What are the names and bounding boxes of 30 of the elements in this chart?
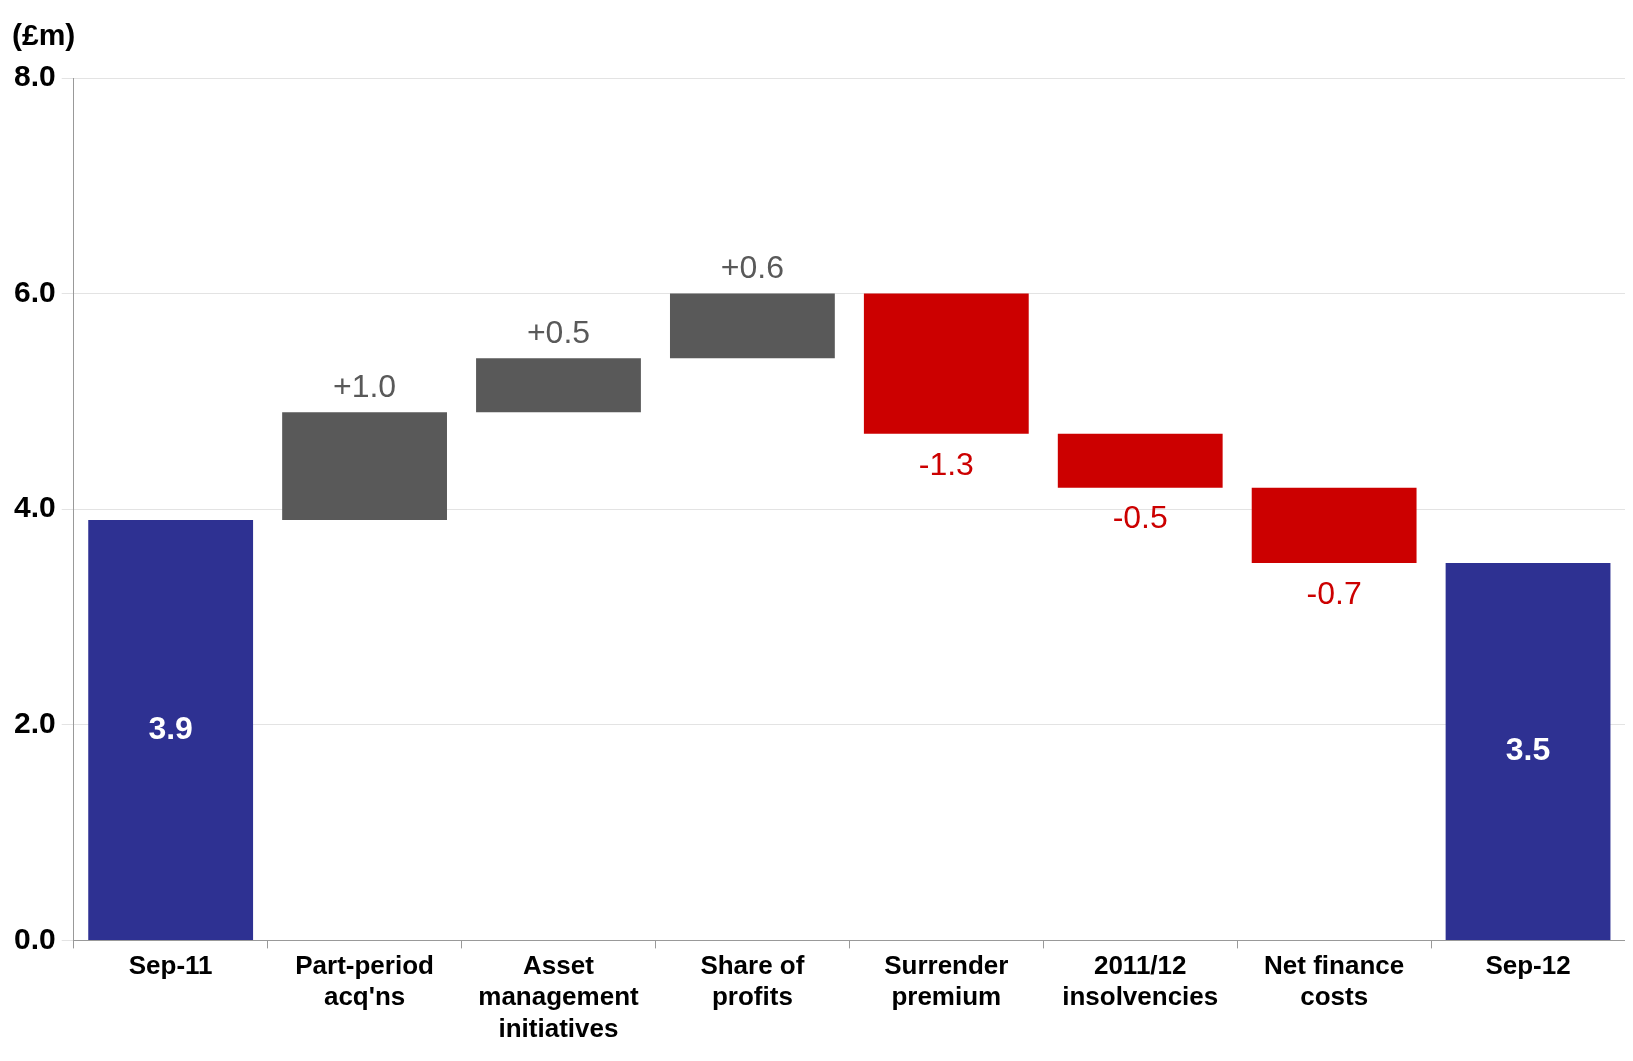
data-label: +0.6 [720, 249, 784, 286]
data-label: -0.5 [1112, 499, 1168, 536]
x-tick-label: Share of profits [700, 950, 805, 1012]
x-tick-label: Net finance costs [1264, 950, 1405, 1012]
bar [1057, 433, 1223, 488]
bar [1251, 487, 1417, 564]
data-label: -1.3 [918, 445, 974, 482]
y-axis-title: (£m) [12, 18, 76, 52]
bar [88, 519, 254, 940]
data-label: +0.5 [526, 314, 591, 351]
x-tick-label: Sep-12 [1485, 950, 1571, 981]
data-label: 3.5 [1505, 731, 1551, 768]
x-tick-label: Sep-11 [128, 950, 213, 981]
y-tick-label: 8.0 [13, 59, 56, 93]
x-tick-label: Asset management initiatives [478, 950, 640, 1043]
y-tick-label: 6.0 [13, 274, 56, 308]
y-tick-label: 2.0 [13, 706, 56, 740]
bar [1445, 563, 1611, 940]
x-tick-label: Surrender premium [884, 950, 1009, 1012]
x-tick-label: Part-period acq'ns [295, 950, 434, 1012]
y-tick-label: 0.0 [13, 921, 56, 955]
x-tick-label: 2011/12 insolvencies [1062, 950, 1219, 1012]
bar [282, 412, 447, 520]
data-label: +1.0 [332, 368, 397, 405]
data-label: -0.7 [1306, 574, 1362, 611]
bar [863, 293, 1029, 434]
y-tick-label: 4.0 [13, 490, 56, 524]
bar [476, 358, 641, 413]
data-label: 3.9 [148, 709, 193, 746]
bar [669, 293, 835, 359]
